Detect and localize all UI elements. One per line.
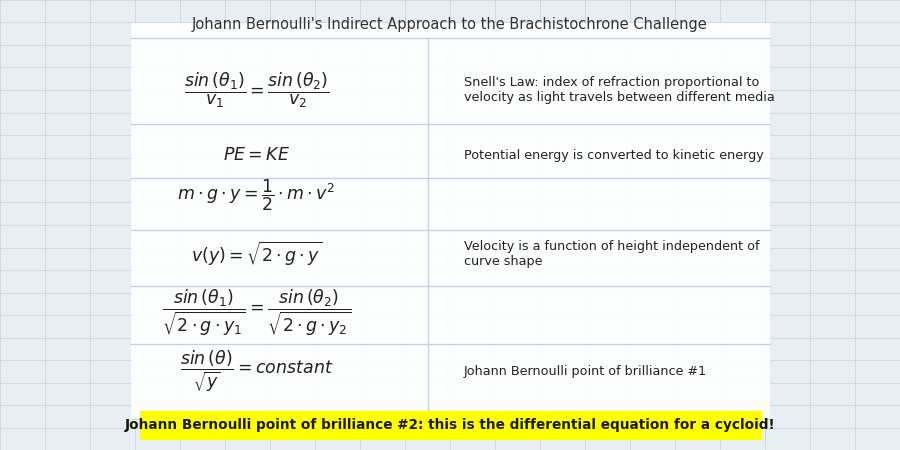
FancyBboxPatch shape <box>140 411 760 439</box>
Text: Johann Bernoulli point of brilliance #2: this is the differential equation for a: Johann Bernoulli point of brilliance #2:… <box>125 418 775 432</box>
Text: Johann Bernoulli's Indirect Approach to the Brachistochrone Challenge: Johann Bernoulli's Indirect Approach to … <box>192 17 708 32</box>
Text: $\dfrac{sin\,(\theta)}{\sqrt{y}} = \mathit{constant}$: $\dfrac{sin\,(\theta)}{\sqrt{y}} = \math… <box>180 348 333 394</box>
Text: Potential energy is converted to kinetic energy: Potential energy is converted to kinetic… <box>464 149 763 162</box>
Text: $m \cdot g \cdot y = \dfrac{1}{2} \cdot m \cdot v^2$: $m \cdot g \cdot y = \dfrac{1}{2} \cdot … <box>177 178 336 213</box>
Text: Velocity is a function of height independent of
curve shape: Velocity is a function of height indepen… <box>464 240 759 268</box>
Text: $v(y) = \sqrt{2 \cdot g \cdot y}$: $v(y) = \sqrt{2 \cdot g \cdot y}$ <box>191 240 322 268</box>
Text: Johann Bernoulli point of brilliance #1: Johann Bernoulli point of brilliance #1 <box>464 365 706 378</box>
Text: $PE = KE$: $PE = KE$ <box>223 146 290 164</box>
FancyBboxPatch shape <box>130 22 770 421</box>
Text: $\dfrac{sin\,(\theta_1)}{v_1} = \dfrac{sin\,(\theta_2)}{v_2}$: $\dfrac{sin\,(\theta_1)}{v_1} = \dfrac{s… <box>184 70 329 110</box>
Text: Snell's Law: index of refraction proportional to
velocity as light travels betwe: Snell's Law: index of refraction proport… <box>464 76 774 104</box>
Text: $\dfrac{sin\,(\theta_1)}{\sqrt{2 \cdot g \cdot y_1}} = \dfrac{sin\,(\theta_2)}{\: $\dfrac{sin\,(\theta_1)}{\sqrt{2 \cdot g… <box>162 288 351 338</box>
